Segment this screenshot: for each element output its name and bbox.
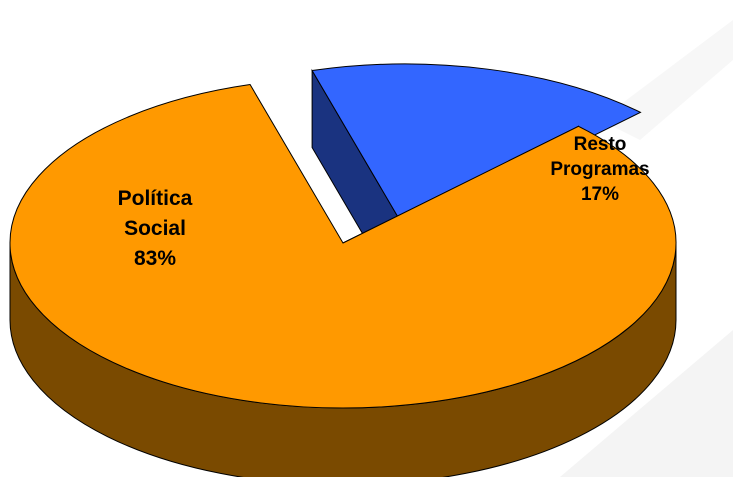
pie-label-politica-social-line-3: 83% [134,247,176,270]
pie-slice-top-politica-social [9,84,677,409]
pie-label-politica-social-line-2: Social [124,217,186,240]
pie-label-resto-programas-line-3: 17% [581,184,619,205]
pie-label-resto-programas-line-1: Resto [574,134,627,155]
pie-label-resto-programas-line-2: Programas [550,159,649,180]
pie-slices [9,63,677,477]
pie-slice-top-resto-programas [311,63,642,230]
pie-slice-politica-social [9,84,677,477]
pie-labels: Política Social 83% Resto Programas 17% [118,134,650,270]
pie-label-politica-social-line-1: Política [118,187,193,210]
background-watermark [560,330,733,477]
